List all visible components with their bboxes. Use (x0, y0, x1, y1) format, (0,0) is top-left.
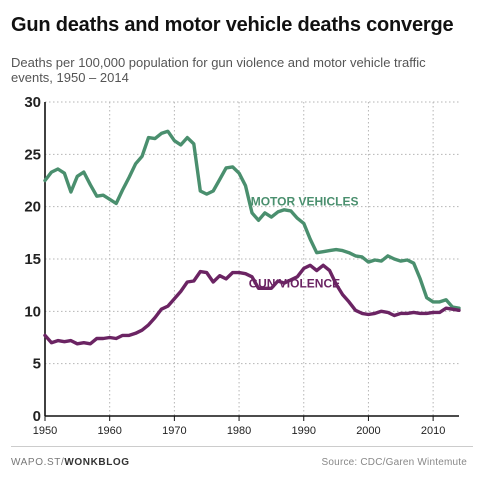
y-tick-label: 15 (24, 251, 41, 268)
series-lines (43, 129, 461, 346)
x-tick-label: 1970 (162, 425, 186, 437)
footer-divider (11, 446, 473, 447)
x-tick-label: 2010 (421, 425, 445, 437)
axes (44, 102, 459, 421)
x-tick-label: 1990 (292, 425, 316, 437)
tick-labels: 0 5 10 15 20 25 30 1950 1960 1970 1980 1990 2000 2010 (24, 94, 445, 437)
series-label-motor-vehicles: MOTOR VEHICLES (251, 195, 359, 209)
series-line-motor-vehicles (43, 129, 461, 310)
y-tick-label: 20 (24, 199, 41, 216)
source-credit: Source: CDC/Garen Wintemute (321, 457, 467, 468)
chart-subtitle: Deaths per 100,000 population for gun vi… (11, 55, 426, 85)
y-tick-label: 25 (24, 146, 41, 163)
x-tick-label: 1980 (227, 425, 251, 437)
gridlines (45, 101, 459, 416)
wonkblog-brand: WONKBLOG (64, 457, 130, 468)
y-tick-label: 5 (33, 356, 41, 373)
series-labels: MOTOR VEHICLES GUN VIOLENCE (249, 195, 359, 291)
x-tick-label: 1960 (97, 425, 121, 437)
chart-title: Gun deaths and motor vehicle deaths conv… (11, 14, 454, 36)
y-tick-label: 30 (24, 94, 41, 111)
source-prefix: WAPO.ST/ (11, 457, 65, 468)
x-tick-label: 2000 (356, 425, 380, 437)
series-label-gun-violence: GUN VIOLENCE (249, 276, 340, 290)
y-tick-label: 0 (33, 408, 41, 425)
y-tick-label: 10 (24, 303, 41, 320)
x-tick-label: 1950 (33, 425, 57, 437)
wonkblog-link[interactable]: WAPO.ST/WONKBLOG (11, 457, 130, 468)
